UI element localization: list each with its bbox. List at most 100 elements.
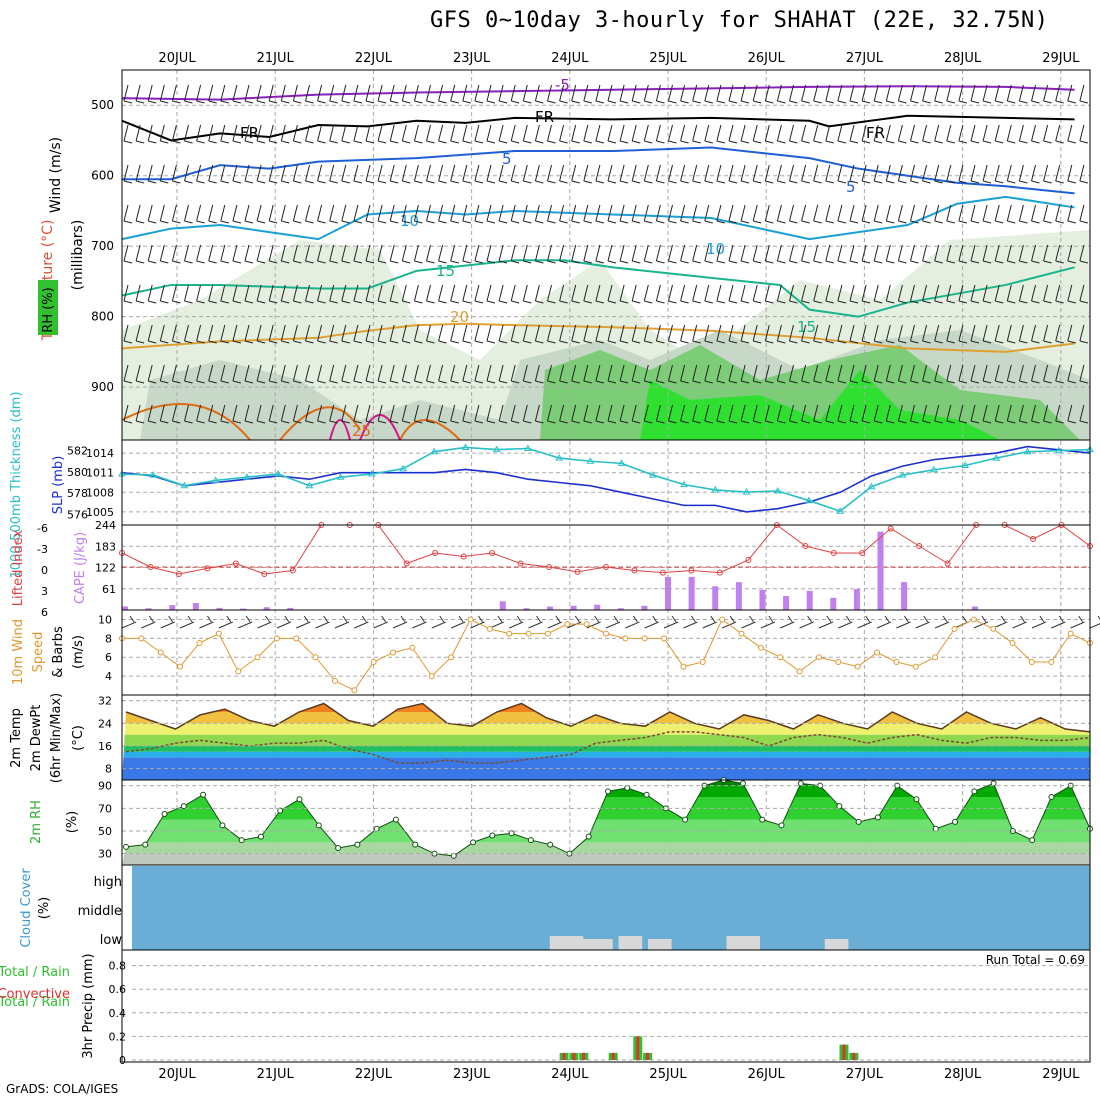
wind-barb <box>740 284 750 304</box>
wind-barb <box>220 324 229 344</box>
wind-barb <box>171 204 181 224</box>
wind-barb <box>619 364 629 384</box>
rh-point <box>161 811 168 817</box>
wind-barb <box>801 164 810 184</box>
wind-barb <box>1031 404 1040 424</box>
wind-barb <box>1043 284 1052 304</box>
li-point <box>688 567 695 574</box>
wind-barb <box>353 364 363 384</box>
wind-barb <box>123 364 133 384</box>
wind-barb <box>704 244 713 264</box>
wind-barb <box>462 364 471 384</box>
wind-barb <box>244 204 254 224</box>
wind-barb <box>135 204 145 224</box>
wind-barb <box>559 84 568 104</box>
cape-bar <box>216 607 223 610</box>
wind-barb <box>208 164 217 184</box>
wind-barb <box>462 404 471 424</box>
wind-barb <box>462 124 471 144</box>
wind-barb <box>280 324 290 344</box>
wind-barb <box>341 324 350 344</box>
thickness-point <box>555 454 564 461</box>
wind-barb <box>704 324 713 344</box>
wind-barb <box>1031 204 1040 224</box>
temp-band-3 <box>122 734 1090 746</box>
wind-barb <box>401 204 411 224</box>
thickness-point <box>617 459 626 466</box>
wind-barb <box>728 124 738 144</box>
wind-barb <box>595 364 605 384</box>
wind-barb <box>547 364 556 384</box>
li-point <box>175 571 182 577</box>
cape-bar <box>971 606 978 610</box>
thickness-point <box>773 487 782 494</box>
wind-tick-10: 10 <box>98 613 112 626</box>
wind-barb <box>486 164 496 184</box>
thickness-point <box>867 482 876 490</box>
wind-barb <box>752 164 762 184</box>
wind-barb <box>789 124 798 144</box>
wind-barb <box>583 84 592 104</box>
wind-barb <box>680 364 689 384</box>
cape-bar <box>830 597 837 610</box>
wind-barb-10m <box>315 615 330 629</box>
ylabel-mb: (millibars) <box>70 220 86 291</box>
wind-barb <box>789 84 798 104</box>
wind-barb <box>813 364 822 384</box>
contour-label-7: 10 <box>706 240 725 258</box>
thickness-point <box>586 457 595 464</box>
wind-barb <box>861 324 871 344</box>
wind-barb <box>994 124 1004 144</box>
wind-barb <box>510 164 520 184</box>
wind-barb <box>752 124 762 144</box>
wind-barb <box>353 124 363 144</box>
wind-barb <box>740 404 750 424</box>
contour-label-2: FR <box>535 108 554 126</box>
wind-barb <box>631 404 641 424</box>
wind-barb-10m <box>1070 615 1085 629</box>
wind-barb <box>994 404 1004 424</box>
wind-barb <box>861 84 871 104</box>
legend-total: Total / Rain <box>0 995 70 1010</box>
rh-point <box>412 841 419 848</box>
wind-barb <box>825 364 834 384</box>
wind-barb <box>595 164 605 184</box>
top-date-21JUL: 21JUL <box>257 51 295 66</box>
wind-barb-10m <box>199 615 214 629</box>
wind-barb <box>1067 284 1076 304</box>
wind-barb <box>329 204 338 224</box>
wind-barb <box>897 164 907 184</box>
li-point <box>517 560 524 567</box>
wind-barb <box>571 244 580 264</box>
li-tick-2: 0 <box>41 564 48 577</box>
wind-barb <box>668 164 677 184</box>
bottom-date-20JUL: 20JUL <box>158 1067 196 1082</box>
wind-barb <box>353 164 363 184</box>
isotherm-25 <box>121 403 461 441</box>
wind-barb <box>559 364 568 384</box>
rh-point <box>489 832 496 839</box>
wind-barb <box>305 324 314 344</box>
wind-barb <box>837 164 847 184</box>
wind-barb <box>522 164 532 184</box>
wind-barb <box>196 364 205 384</box>
wind-barb <box>716 84 726 104</box>
wind-barb <box>631 364 641 384</box>
wind-barb-10m <box>489 615 505 629</box>
ylabel-cloud-unit: (%) <box>37 897 52 920</box>
wind-barb <box>1079 164 1089 184</box>
wind-point <box>506 630 513 637</box>
wind-barb <box>486 324 496 344</box>
wind-barb <box>595 84 605 104</box>
wind-point <box>293 635 300 642</box>
wind-barb <box>934 324 943 344</box>
wind-barb <box>958 164 968 184</box>
wind-barb <box>583 284 592 304</box>
wind-barb <box>547 404 556 424</box>
wind-barb-10m <box>392 615 408 629</box>
li-point <box>830 550 837 556</box>
wind-barb <box>1031 164 1040 184</box>
wind-barb <box>994 244 1004 264</box>
wind-barb <box>776 124 786 144</box>
wind-barb <box>897 284 907 304</box>
